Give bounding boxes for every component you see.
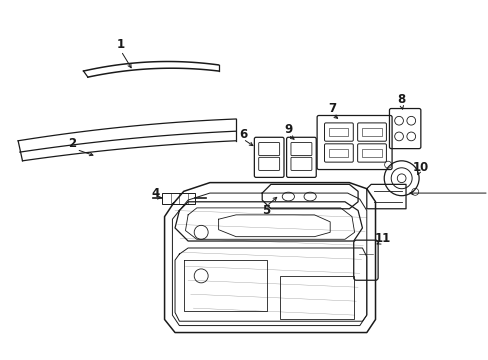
Text: 11: 11	[374, 232, 390, 245]
Text: 7: 7	[327, 102, 335, 115]
Text: 2: 2	[68, 137, 76, 150]
Text: 10: 10	[412, 161, 428, 174]
Text: 4: 4	[151, 188, 160, 201]
Bar	[362, 128, 381, 136]
Text: 8: 8	[397, 93, 405, 106]
Bar	[328, 149, 348, 157]
Text: 6: 6	[239, 128, 246, 141]
Bar	[279, 276, 353, 319]
Bar	[328, 128, 348, 136]
Text: 1: 1	[117, 39, 125, 51]
Text: 5: 5	[262, 204, 270, 217]
Bar	[362, 149, 381, 157]
Bar	[162, 193, 195, 203]
Text: 9: 9	[284, 123, 292, 136]
